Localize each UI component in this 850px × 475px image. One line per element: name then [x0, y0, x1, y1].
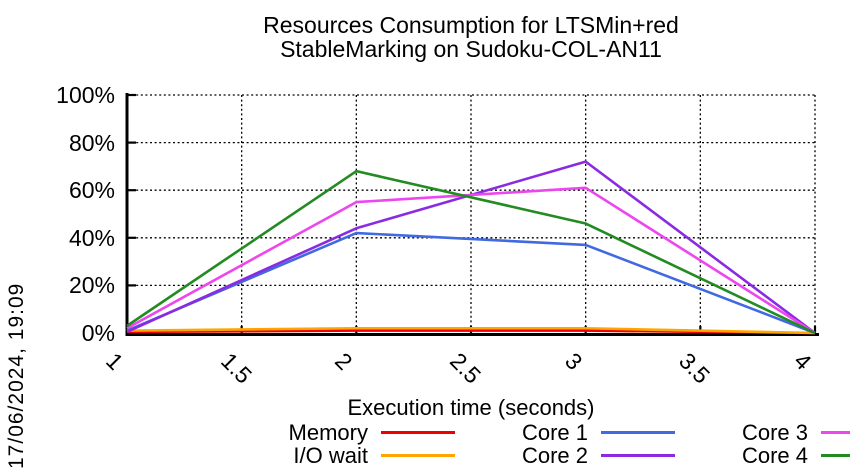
legend-item-core-3: Core 3 [675, 421, 850, 444]
x-axis-title: Execution time (seconds) [347, 395, 595, 420]
legend-label-core-3: Core 3 [741, 420, 808, 445]
legend-line-swatch-memory [381, 431, 455, 434]
legend-line-swatch-i-o-wait [381, 454, 455, 457]
legend-label-core-2: Core 2 [521, 443, 588, 468]
chart-title-line-2: StableMarking on Sudoku-COL-AN11 [280, 36, 662, 62]
legend-label-core-1: Core 1 [521, 420, 588, 445]
timestamp: 17/06/2024, 19:09 [5, 282, 28, 469]
legend-line-swatch-core-3 [821, 431, 850, 434]
legend-item-core-2: Core 2 [455, 444, 675, 467]
y-tick-label-40: 40% [68, 224, 115, 251]
y-tick-label-80: 80% [68, 129, 115, 156]
y-tick-label-100: 100% [56, 82, 115, 108]
chart-title-line-1: Resources Consumption for LTSMin+red [263, 12, 679, 38]
series-line-core-4 [126, 169, 816, 335]
legend-item-core-1: Core 1 [455, 421, 675, 444]
legend-line-swatch-core-2 [601, 454, 675, 457]
legend-label-i-o-wait: I/O wait [293, 443, 368, 468]
y-tick-label-0: 0% [81, 320, 115, 346]
series-line-core-1 [126, 231, 816, 335]
legend-item-core-4: Core 4 [675, 444, 850, 467]
chart-legend: Memory I/O wait Core 1 Core 2 Core 3 Core 4 [235, 421, 850, 467]
series-line-i-o-wait [126, 326, 816, 335]
axis-border [125, 93, 819, 336]
legend-label-core-4: Core 4 [741, 443, 808, 468]
y-tick-label-60: 60% [68, 177, 115, 204]
y-tick-label-20: 20% [68, 272, 115, 299]
legend-line-swatch-core-1 [601, 431, 675, 434]
legend-line-swatch-core-4 [821, 454, 850, 457]
legend-label-memory: Memory [288, 420, 368, 445]
series-line-core-3 [126, 186, 816, 335]
legend-item-memory: Memory [235, 421, 455, 444]
chart-title: Resources Consumption for LTSMin+red Sta… [127, 13, 815, 61]
legend-item-i-o-wait: I/O wait [235, 444, 455, 467]
